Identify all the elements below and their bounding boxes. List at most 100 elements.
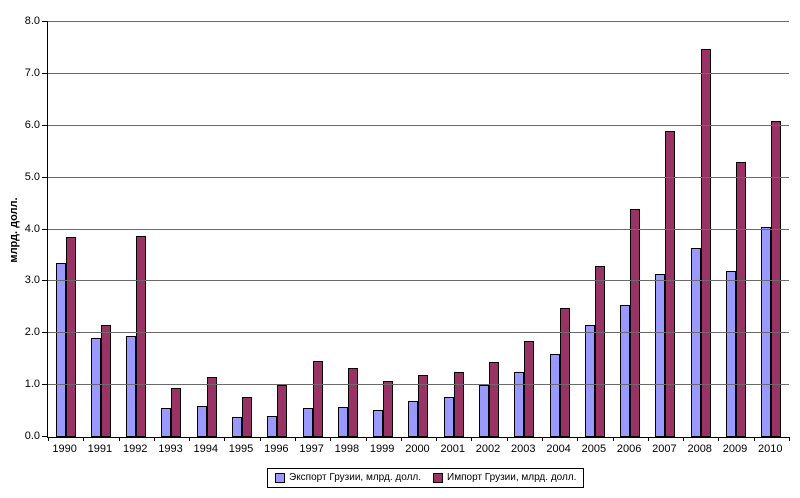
import-bar: [312, 361, 323, 437]
import-bar: [453, 372, 464, 437]
import-bar: [100, 325, 111, 437]
x-axis-tick: [189, 437, 191, 441]
gridline: [48, 228, 789, 230]
x-tick-label: 1992: [122, 443, 148, 455]
x-axis-tick: [295, 437, 296, 441]
bar-group: [330, 22, 365, 437]
gridline: [48, 280, 789, 282]
y-axis-tick: [42, 384, 48, 386]
export-bar: [267, 416, 278, 437]
x-tick-label: 2003: [511, 443, 536, 455]
bar-group: [154, 22, 189, 437]
import-series-swatch-icon: [433, 473, 444, 483]
x-tick-label: 2001: [440, 443, 465, 455]
y-axis-tick: [42, 332, 48, 334]
import-bar: [383, 381, 394, 437]
y-tick-label: 3.0: [24, 274, 40, 287]
y-tick-label: 7.0: [24, 66, 40, 79]
export-bar: [690, 248, 701, 437]
bar-group: [436, 22, 471, 437]
legend-item-import: Импорт Грузии, млрд. долл.: [433, 472, 576, 484]
bar-group: [683, 22, 718, 437]
import-bar: [65, 237, 76, 437]
y-tick-label: 4.0: [24, 222, 40, 235]
plot-area: [42, 21, 790, 441]
export-series-swatch-icon: [275, 473, 285, 483]
import-bar: [524, 341, 535, 437]
import-bar: [347, 368, 358, 437]
x-axis-tick: [259, 437, 261, 441]
y-tick-label: 8.0: [24, 15, 40, 27]
bar-group: [224, 22, 259, 437]
bar-group: [48, 22, 83, 437]
export-bar: [584, 325, 595, 437]
x-axis-tick: [789, 437, 790, 441]
export-bar: [549, 354, 560, 437]
export-bar: [161, 408, 172, 437]
bar-group: [295, 22, 330, 437]
bar-group: [577, 22, 612, 437]
x-axis-tick: [153, 437, 155, 441]
x-tick-label: 1998: [334, 443, 360, 455]
x-tick-label: 2005: [581, 443, 607, 455]
x-axis-tick: [506, 437, 508, 441]
export-bar: [302, 408, 313, 437]
gridline: [48, 176, 789, 178]
import-bar: [771, 121, 782, 437]
export-bar: [55, 263, 66, 437]
y-axis-tick: [42, 124, 48, 126]
x-tick-label: 1993: [158, 443, 183, 455]
x-tick-label: 2008: [687, 443, 712, 455]
y-tick-label: 1.0: [24, 378, 40, 391]
bar-group: [507, 22, 542, 437]
x-tick-label: 2010: [758, 443, 783, 455]
gridline: [48, 384, 789, 386]
import-bar: [559, 308, 570, 437]
y-axis-tick: [42, 176, 48, 178]
x-axis-tick: [683, 437, 685, 441]
x-axis-tick: [542, 437, 543, 441]
x-axis-tick: [753, 437, 755, 441]
export-bar: [725, 271, 736, 437]
import-bar: [594, 266, 605, 437]
legend-item-export: Экспорт Грузии, млрд. долл.: [275, 472, 421, 484]
x-axis-tick: [577, 437, 579, 441]
gridline: [48, 124, 789, 126]
x-tick-label: 2007: [652, 443, 677, 455]
x-tick-label: 2000: [405, 443, 430, 455]
bar-group: [648, 22, 683, 437]
gridline: [48, 332, 789, 334]
import-bar: [700, 49, 711, 437]
export-bar: [620, 305, 631, 437]
x-axis-tick: [612, 437, 614, 441]
export-bar: [373, 410, 384, 437]
bar-group: [83, 22, 118, 437]
x-tick-label: 2006: [616, 443, 642, 455]
y-axis-tick: [42, 72, 48, 74]
bar-groups: [48, 22, 789, 437]
import-bar: [277, 385, 288, 437]
export-bar: [196, 406, 207, 437]
x-axis-tick: [83, 437, 85, 441]
x-tick-label: 1995: [228, 443, 254, 455]
export-bar: [479, 385, 490, 437]
x-tick-label: 1997: [299, 443, 324, 455]
x-tick-label: 1994: [193, 443, 218, 455]
y-tick-label: 0.0: [24, 430, 40, 442]
x-axis-tick: [330, 437, 332, 441]
import-bar: [242, 397, 253, 437]
x-axis-tick: [400, 437, 402, 441]
y-tick-label: 6.0: [24, 118, 40, 131]
bar-group: [189, 22, 224, 437]
import-bar: [735, 162, 746, 437]
import-bar: [630, 209, 641, 437]
bar-group: [542, 22, 577, 437]
x-tick-label: 1991: [87, 443, 113, 455]
y-tick-label: 2.0: [24, 326, 40, 339]
x-axis-tick: [365, 437, 367, 441]
import-bar: [171, 388, 182, 437]
x-axis-tick: [718, 437, 720, 441]
export-bar: [408, 401, 419, 437]
y-axis-tick: [42, 228, 48, 230]
